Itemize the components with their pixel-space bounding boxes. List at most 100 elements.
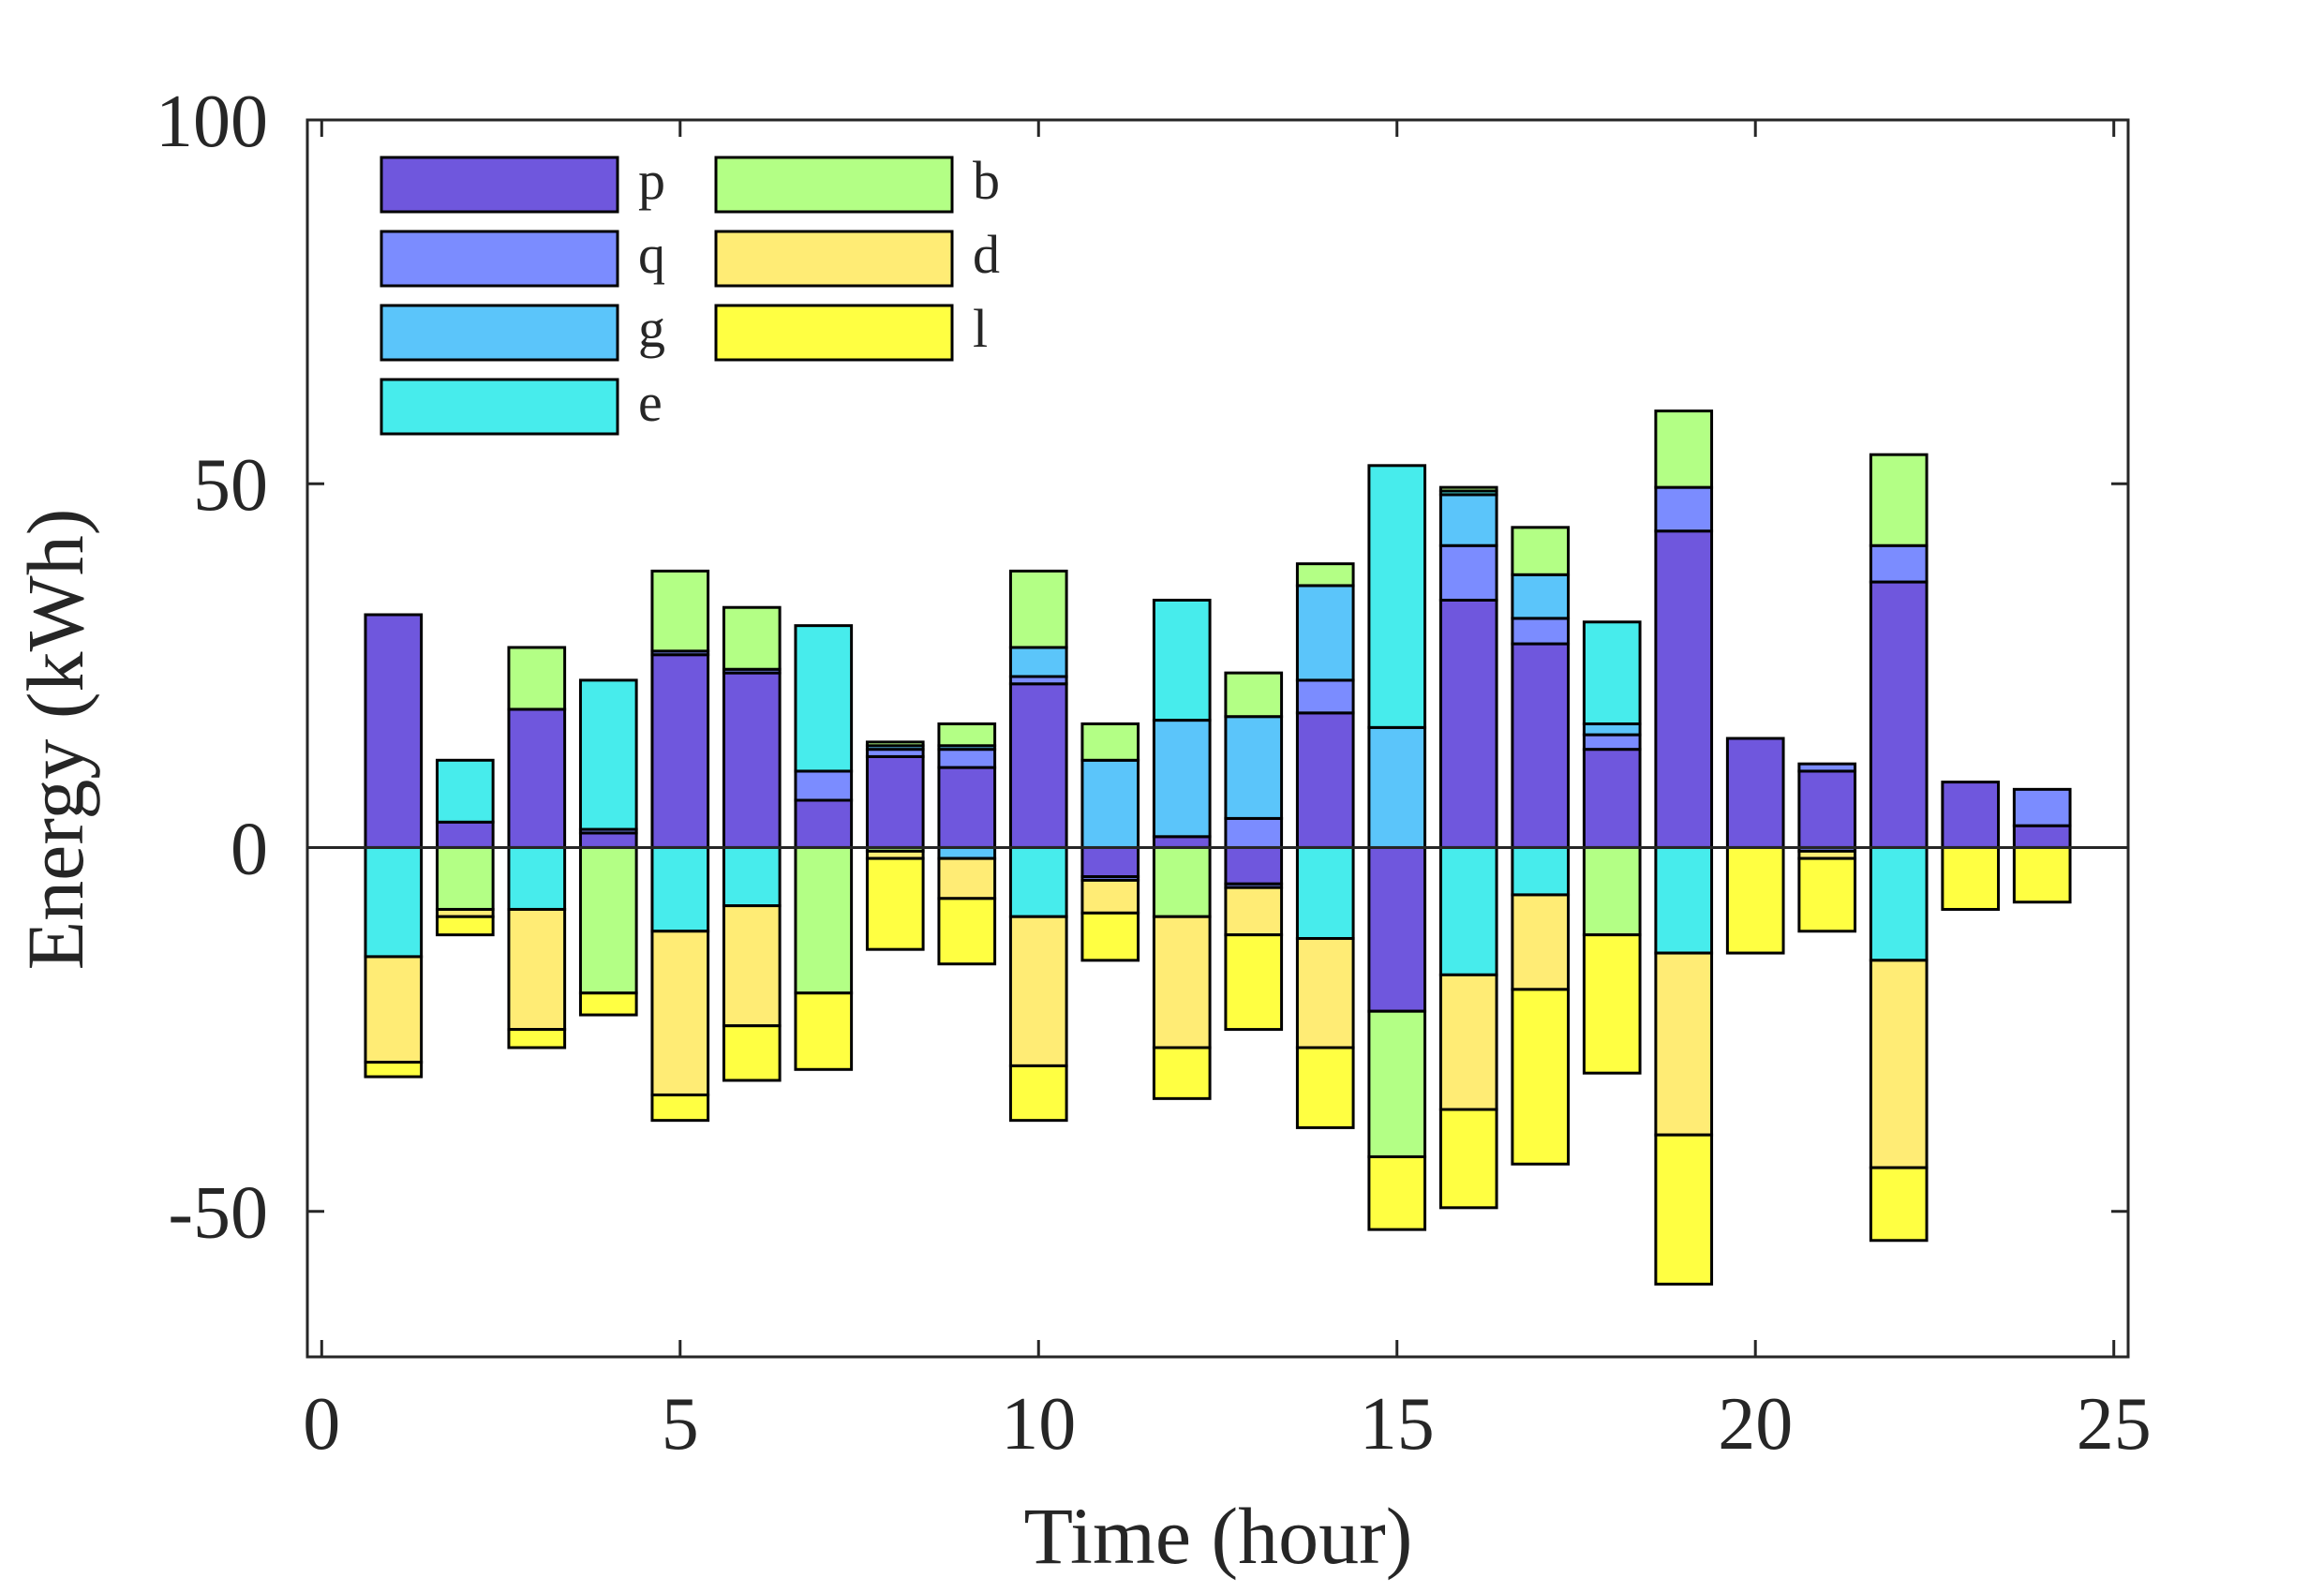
bar-d-hour-9-negative bbox=[937, 856, 997, 901]
bar-l-hour-4-negative bbox=[578, 991, 638, 1017]
bar-p-hour-5-positive bbox=[650, 653, 710, 849]
bar-q-hour-21-positive bbox=[1797, 762, 1857, 773]
bar-l-hour-16-negative bbox=[1438, 1108, 1498, 1210]
bar-p-hour-15-negative bbox=[1367, 845, 1427, 1013]
bar-b-hour-5-positive bbox=[650, 569, 710, 653]
bar-l-hour-13-negative bbox=[1224, 933, 1284, 1032]
legend-label-g: g bbox=[638, 298, 665, 359]
bar-d-hour-13-negative bbox=[1224, 886, 1284, 937]
bar-d-hour-14-negative bbox=[1295, 937, 1355, 1050]
bar-p-hour-24-positive bbox=[2012, 824, 2072, 849]
bar-e-hour-10-negative bbox=[1008, 845, 1068, 918]
bar-p-hour-16-positive bbox=[1438, 598, 1498, 849]
bar-p-hour-10-positive bbox=[1008, 682, 1068, 849]
bar-q-hour-16-positive bbox=[1438, 543, 1498, 602]
bar-b-hour-14-positive bbox=[1295, 562, 1355, 588]
bar-l-hour-5-negative bbox=[650, 1093, 710, 1123]
bar-l-hour-24-negative bbox=[2012, 845, 2072, 904]
bar-p-hour-11-negative bbox=[1080, 845, 1140, 879]
bar-p-hour-2-positive bbox=[435, 820, 495, 849]
bar-l-hour-3-negative bbox=[507, 1028, 567, 1050]
bar-b-hour-16-positive bbox=[1438, 485, 1498, 493]
bar-e-hour-5-negative bbox=[650, 845, 710, 933]
bar-p-hour-20-positive bbox=[1725, 737, 1785, 849]
bar-b-hour-2-negative bbox=[435, 845, 495, 911]
x-axis-title: Time (hour) bbox=[1024, 1491, 1413, 1581]
legend-label-l: l bbox=[973, 298, 988, 359]
bar-p-hour-3-positive bbox=[507, 707, 567, 849]
bar-g-hour-14-positive bbox=[1295, 584, 1355, 682]
bar-q-hour-17-positive bbox=[1511, 617, 1571, 646]
bar-q-hour-13-positive bbox=[1224, 816, 1284, 849]
bar-l-hour-9-negative bbox=[937, 897, 997, 966]
bar-e-hour-6-negative bbox=[722, 845, 782, 908]
bar-d-hour-16-negative bbox=[1438, 973, 1498, 1111]
x-tick-label: 5 bbox=[662, 1383, 699, 1466]
legend-swatch-l bbox=[714, 304, 954, 362]
bar-e-hour-19-negative bbox=[1654, 845, 1714, 955]
bar-b-hour-12-negative bbox=[1152, 845, 1212, 918]
bar-g-hour-13-positive bbox=[1224, 715, 1284, 820]
bar-d-hour-6-negative bbox=[722, 904, 782, 1028]
bar-l-hour-22-negative bbox=[1869, 1166, 1929, 1243]
bar-e-hour-7-positive bbox=[794, 624, 854, 773]
bar-l-hour-8-negative bbox=[865, 856, 925, 951]
bar-q-hour-22-positive bbox=[1869, 543, 1929, 584]
bar-p-hour-19-positive bbox=[1654, 529, 1714, 849]
bar-q-hour-18-positive bbox=[1582, 733, 1642, 752]
bar-l-hour-11-negative bbox=[1080, 911, 1140, 962]
bar-g-hour-12-positive bbox=[1152, 719, 1212, 839]
bar-g-hour-9-negative bbox=[937, 845, 997, 860]
bar-b-hour-18-negative bbox=[1582, 845, 1642, 937]
bar-g-hour-10-positive bbox=[1008, 646, 1068, 678]
bar-b-hour-11-positive bbox=[1080, 722, 1140, 762]
bar-l-hour-12-negative bbox=[1152, 1046, 1212, 1100]
bar-l-hour-21-negative bbox=[1797, 856, 1857, 933]
bar-e-hour-14-negative bbox=[1295, 845, 1355, 941]
bar-p-hour-7-positive bbox=[794, 798, 854, 849]
y-tick-label: 100 bbox=[156, 81, 268, 163]
bar-l-hour-15-negative bbox=[1367, 1154, 1427, 1231]
bar-b-hour-22-positive bbox=[1869, 453, 1929, 547]
bar-b-hour-15-negative bbox=[1367, 1009, 1427, 1158]
bar-p-hour-22-positive bbox=[1869, 580, 1929, 849]
bar-e-hour-2-positive bbox=[435, 758, 495, 824]
bar-e-hour-1-negative bbox=[364, 845, 424, 959]
legend-swatch-g bbox=[380, 304, 619, 362]
bar-g-hour-11-positive bbox=[1080, 758, 1140, 849]
bar-l-hour-6-negative bbox=[722, 1024, 782, 1082]
bar-l-hour-7-negative bbox=[794, 991, 854, 1071]
bar-q-hour-7-positive bbox=[794, 769, 854, 802]
bar-e-hour-22-negative bbox=[1869, 845, 1929, 962]
bar-l-hour-14-negative bbox=[1295, 1046, 1355, 1129]
bar-p-hour-17-positive bbox=[1511, 642, 1571, 849]
bar-p-hour-13-negative bbox=[1224, 845, 1284, 886]
bar-b-hour-13-positive bbox=[1224, 671, 1284, 719]
bar-b-hour-6-positive bbox=[722, 605, 782, 671]
bar-g-hour-15-positive bbox=[1367, 725, 1427, 849]
bar-b-hour-8-positive bbox=[865, 740, 925, 748]
legend-label-e: e bbox=[638, 372, 663, 433]
bar-p-hour-6-positive bbox=[722, 671, 782, 849]
x-tick-label: 10 bbox=[1001, 1383, 1076, 1466]
bar-g-hour-18-positive bbox=[1582, 722, 1642, 737]
bar-p-hour-8-positive bbox=[865, 754, 925, 849]
bar-q-hour-14-positive bbox=[1295, 678, 1355, 715]
bar-l-hour-19-negative bbox=[1654, 1133, 1714, 1286]
bar-q-hour-24-positive bbox=[2012, 787, 2072, 827]
bar-p-hour-9-positive bbox=[937, 766, 997, 849]
x-tick-label: 15 bbox=[1360, 1383, 1435, 1466]
bar-b-hour-9-positive bbox=[937, 722, 997, 748]
bar-b-hour-10-positive bbox=[1008, 569, 1068, 649]
bar-g-hour-16-positive bbox=[1438, 493, 1498, 547]
bar-d-hour-22-negative bbox=[1869, 959, 1929, 1169]
legend-swatch-b bbox=[714, 156, 954, 214]
bar-q-hour-19-positive bbox=[1654, 485, 1714, 533]
bar-l-hour-20-negative bbox=[1725, 845, 1785, 955]
bar-b-hour-7-negative bbox=[794, 845, 854, 995]
bar-d-hour-3-negative bbox=[507, 907, 567, 1032]
bar-g-hour-17-positive bbox=[1511, 573, 1571, 620]
x-tick-label: 25 bbox=[2077, 1383, 2152, 1466]
legend-swatch-q bbox=[380, 230, 619, 288]
